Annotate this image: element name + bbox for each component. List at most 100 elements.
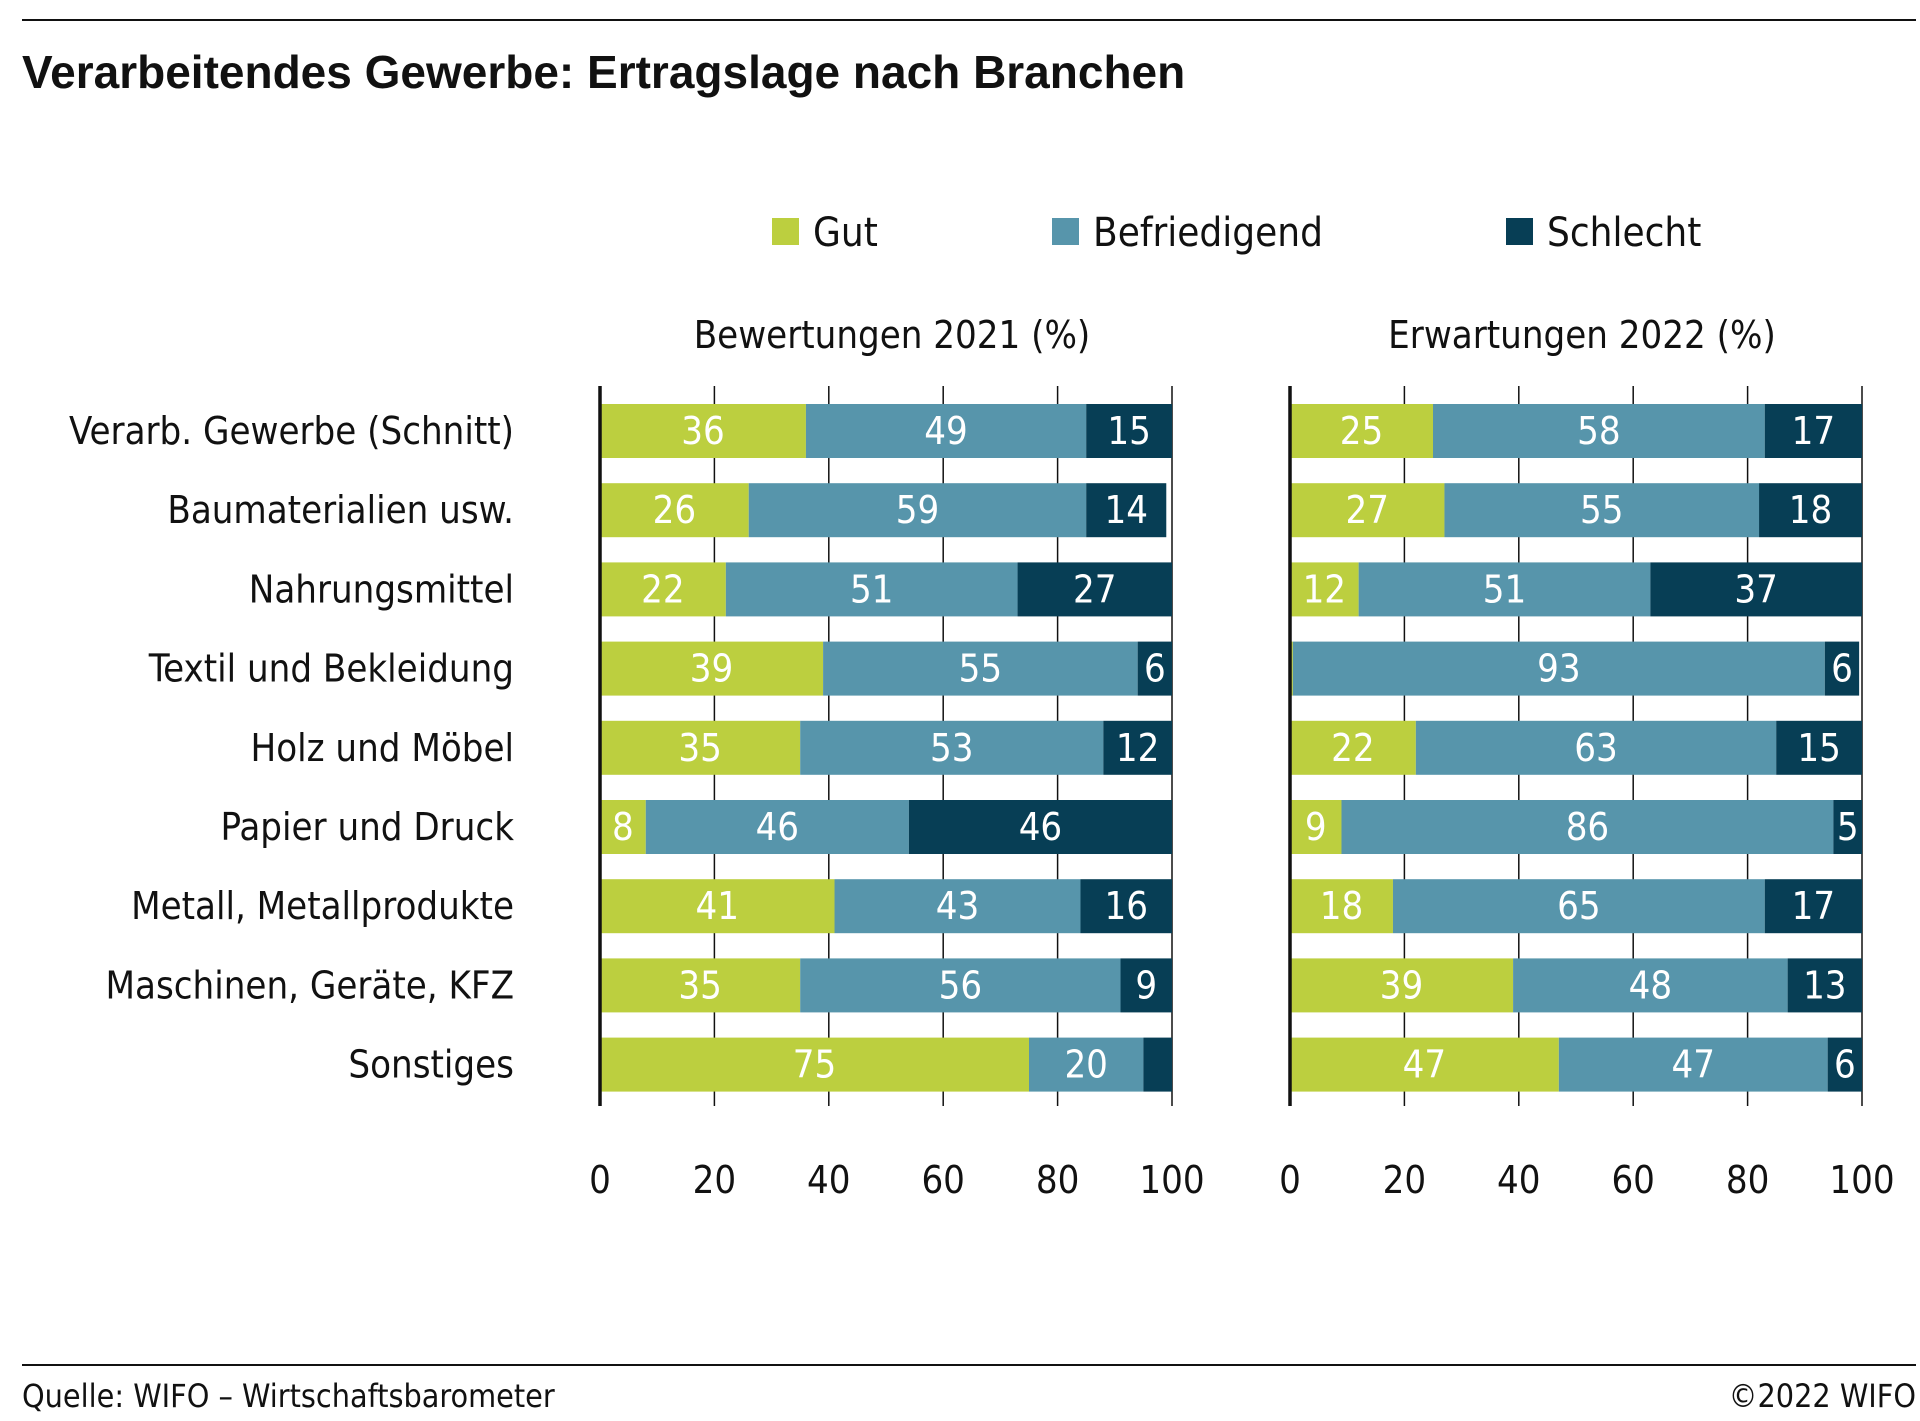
legend-label-befriedigend: Befriedigend	[1093, 210, 1323, 256]
bar-value-label: 20	[1064, 1043, 1108, 1087]
bar-segment-gut	[1290, 879, 1393, 934]
bar-segment-gut	[1290, 720, 1416, 775]
bar-value-label: 35	[678, 726, 722, 770]
category-labels: Verarb. Gewerbe (Schnitt) Baumaterialien …	[69, 409, 514, 1087]
bar-value-label: 18	[1789, 488, 1833, 532]
bar-segment-gut	[600, 641, 824, 696]
bar-value-label: 55	[959, 647, 1003, 691]
bar-segment-befriedigend	[1392, 879, 1765, 934]
x-tick-label: 40	[807, 1158, 851, 1202]
bar-segment-gut	[1290, 958, 1514, 1013]
bar-value-label: 59	[896, 488, 940, 532]
bar-value-label: 49	[924, 409, 968, 453]
bar-segment-schlecht	[1827, 1037, 1862, 1092]
x-tick-label: 60	[921, 1158, 965, 1202]
bar-segment-schlecht	[1833, 800, 1862, 854]
bar-value-label: 27	[1073, 567, 1117, 611]
legend-swatch-gut	[772, 218, 799, 245]
bar-segment-befriedigend	[1029, 1037, 1144, 1092]
x-tick-label: 80	[1036, 1158, 1080, 1202]
bar-segment-befriedigend	[800, 958, 1121, 1013]
bar-value-label: 37	[1734, 567, 1778, 611]
bar-value-label: 75	[793, 1043, 837, 1087]
bar-segment-schlecht	[1080, 879, 1172, 934]
bar-segment-befriedigend	[1433, 404, 1765, 458]
bar-segment-befriedigend	[645, 800, 909, 854]
bar-value-label: 14	[1104, 488, 1148, 532]
bar-value-label: 35	[678, 963, 722, 1007]
chart-title: Verarbeitendes Gewerbe: Ertragslage nach…	[22, 46, 1185, 98]
bar-value-label: 36	[681, 409, 725, 453]
bar-value-label: 46	[756, 805, 800, 849]
bar-value-label: 15	[1107, 409, 1151, 453]
bar-value-label: 12	[1303, 567, 1347, 611]
bar-value-label: 51	[1483, 567, 1527, 611]
bar-value-label: 6	[1834, 1043, 1856, 1087]
category-label: Papier und Druck	[220, 805, 514, 849]
bar-segment-schlecht	[1764, 404, 1862, 458]
bar-segment-befriedigend	[1415, 720, 1777, 775]
legend-swatch-befriedigend	[1052, 218, 1079, 245]
bar-value-label: 43	[936, 884, 980, 928]
bar-segment-gut	[1290, 404, 1433, 458]
bar-value-label: 9	[1135, 963, 1157, 1007]
bar-value-label: 17	[1792, 884, 1836, 928]
panel-title: Bewertungen 2021 (%)	[694, 313, 1091, 357]
bar-segment-befriedigend	[1444, 483, 1760, 538]
category-label: Baumaterialien usw.	[167, 488, 514, 532]
bar-value-label: 12	[1116, 726, 1160, 770]
bar-value-label: 93	[1537, 647, 1581, 691]
bar-value-label: 18	[1320, 884, 1364, 928]
bar-segment-befriedigend	[823, 641, 1138, 696]
bar-segment-befriedigend	[748, 483, 1087, 538]
x-tick-label: 0	[1279, 1158, 1301, 1202]
bar-segment-schlecht	[1086, 483, 1167, 538]
bar-value-label: 39	[690, 647, 734, 691]
bar-segment-gut	[600, 483, 749, 538]
bar-segment-befriedigend	[1341, 800, 1834, 854]
bar-segment-gut	[600, 562, 726, 617]
category-label: Textil und Bekleidung	[148, 647, 514, 691]
bar-segment-schlecht	[1137, 641, 1172, 696]
bar-segment-befriedigend	[1558, 1037, 1828, 1092]
bar-value-label: 65	[1557, 884, 1601, 928]
bar-value-label: 51	[850, 567, 894, 611]
bar-segment-gut	[1290, 483, 1445, 538]
category-label: Verarb. Gewerbe (Schnitt)	[69, 409, 514, 453]
legend-swatch-schlecht	[1506, 218, 1533, 245]
bar-value-label: 13	[1803, 963, 1847, 1007]
bar-value-label: 16	[1104, 884, 1148, 928]
source-note: Quelle: WIFO – Wirtschaftsbarometer	[22, 1377, 555, 1415]
bar-value-label: 25	[1340, 409, 1384, 453]
bar-segment-befriedigend	[1358, 562, 1651, 617]
bar-segment-schlecht	[1086, 404, 1172, 458]
bar-value-label: 46	[1019, 805, 1063, 849]
bar-value-label: 56	[939, 963, 983, 1007]
legend-label-gut: Gut	[813, 210, 878, 256]
bar-segment-gut	[1290, 800, 1342, 854]
category-label: Maschinen, Geräte, KFZ	[106, 963, 515, 1007]
legend-label-schlecht: Schlecht	[1547, 210, 1701, 256]
bar-value-label: 9	[1305, 805, 1327, 849]
bar-segment-schlecht	[1120, 958, 1172, 1013]
bar-segment-gut	[600, 958, 801, 1013]
panel-1: Bewertungen 2021 (%) 36 49 15 26 59 14 22 51 27 39…	[589, 313, 1205, 1202]
bar-segment-gut	[1290, 1037, 1559, 1092]
x-tick-label: 60	[1611, 1158, 1655, 1202]
bar-segment-gut	[600, 1037, 1029, 1092]
bar-segment-befriedigend	[1292, 641, 1825, 696]
bar-value-label: 48	[1629, 963, 1673, 1007]
bar-segment-gut	[1290, 562, 1359, 617]
bar-value-label: 55	[1580, 488, 1624, 532]
x-tick-label: 20	[693, 1158, 737, 1202]
bar-value-label: 63	[1574, 726, 1618, 770]
bar-value-label: 22	[1331, 726, 1375, 770]
x-tick-label: 20	[1383, 1158, 1427, 1202]
bar-segment-gut	[600, 404, 806, 458]
x-tick-label: 80	[1726, 1158, 1770, 1202]
bar-segment-gut	[600, 720, 801, 775]
